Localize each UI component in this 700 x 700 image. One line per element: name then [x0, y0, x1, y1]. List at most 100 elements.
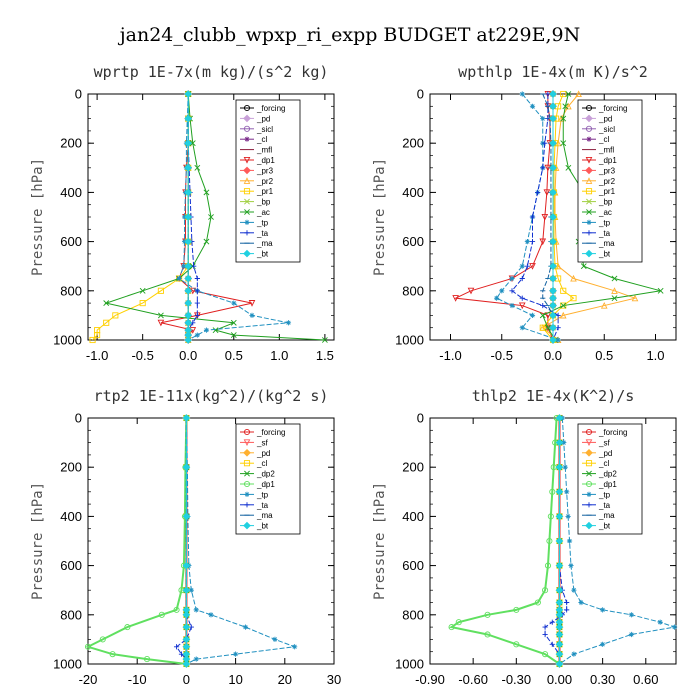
legend-label: _dp1 [256, 480, 275, 489]
x-tick-label: 0.60 [633, 672, 658, 687]
data-point [560, 140, 567, 147]
data-point [194, 164, 201, 171]
legend-marker [585, 166, 593, 175]
data-point [631, 294, 639, 302]
x-tick-label: 0.30 [590, 672, 615, 687]
legend-marker [586, 491, 592, 497]
data-point [484, 631, 491, 638]
legend-label: _forcing [256, 428, 285, 437]
data-point [182, 512, 191, 521]
data-point [203, 327, 210, 333]
legend-marker [243, 156, 251, 164]
data-point [184, 336, 193, 344]
data-point [173, 644, 180, 650]
data-point [549, 301, 557, 310]
data-point [549, 139, 557, 148]
data-point [568, 563, 574, 569]
data-point [542, 587, 549, 594]
data-point [124, 624, 131, 631]
data-point [182, 414, 191, 422]
data-point [561, 440, 567, 446]
series-dp1 [452, 90, 557, 344]
data-point [549, 311, 557, 320]
x-tick-label: 10 [228, 672, 242, 687]
series-bt [555, 414, 564, 668]
data-point [555, 660, 564, 668]
y-tick-label: 200 [402, 136, 424, 151]
data-point [555, 598, 564, 607]
y-tick-label: 1000 [395, 333, 424, 348]
legend-marker [585, 460, 593, 467]
chart-panel-1: wprtp 1E-7x(m kg)/(s^2 kg) Pressure [hPa]… [30, 63, 335, 363]
y-tick-label: 600 [402, 234, 424, 249]
data-point [184, 188, 193, 197]
data-point [184, 213, 193, 221]
data-point [539, 312, 546, 319]
data-point [611, 275, 618, 282]
x-tick-label: 0.00 [547, 672, 572, 687]
data-point [555, 487, 564, 496]
data-point [499, 288, 505, 294]
data-point [549, 102, 557, 111]
data-point [285, 320, 292, 326]
data-point [555, 650, 564, 658]
data-point [611, 295, 618, 302]
legend-label: _sf [598, 438, 610, 447]
legend-marker [585, 114, 593, 123]
y-tick-label: 0 [75, 411, 82, 426]
data-point [193, 607, 199, 613]
data-point [189, 140, 196, 147]
data-point [184, 139, 193, 148]
data-point [184, 237, 193, 246]
data-point [540, 302, 546, 309]
data-point [565, 513, 571, 519]
data-point [544, 562, 552, 569]
data-point [549, 213, 557, 221]
legend-label: _sicl [598, 125, 615, 134]
y-tick-label: 800 [402, 607, 424, 622]
data-point [184, 299, 193, 307]
data-point [539, 324, 546, 331]
data-point [139, 287, 146, 294]
data-point [242, 624, 249, 630]
data-point [549, 619, 555, 625]
data-point [467, 287, 475, 295]
data-point [549, 294, 557, 303]
legend-label: _ma [598, 511, 615, 520]
data-point [184, 114, 193, 123]
legend-label: _cl [256, 135, 267, 144]
data-point [112, 312, 119, 319]
data-point [272, 636, 278, 642]
data-point [546, 537, 553, 545]
data-point [184, 286, 193, 295]
series-line [187, 94, 198, 340]
legend-label: _pd [598, 114, 612, 123]
data-point [571, 651, 577, 657]
data-point [555, 561, 564, 570]
legend-label: _cl [598, 459, 609, 468]
legend-marker [585, 188, 593, 195]
series-line [449, 417, 561, 665]
x-tick-label: -10 [128, 672, 147, 687]
data-point [84, 643, 92, 650]
data-point [193, 656, 199, 662]
data-point [549, 237, 557, 246]
data-point [194, 275, 200, 282]
series-line [453, 94, 554, 341]
legend-marker [586, 209, 592, 215]
legend-label: _pr3 [598, 166, 616, 175]
data-point [518, 302, 526, 310]
data-point [529, 214, 536, 220]
panel-title: wprtp 1E-7x(m kg)/(s^2 kg) [94, 63, 329, 81]
data-point [540, 116, 546, 122]
legend-marker [586, 198, 592, 205]
x-tick-label: 0.5 [225, 348, 243, 363]
data-point [555, 438, 564, 447]
legend-marker [585, 156, 593, 164]
data-point [184, 318, 193, 327]
legend-label: _ma [256, 239, 273, 248]
figure-title: jan24_clubb_wpxp_ri_expp BUDGET at229E,9… [118, 24, 581, 46]
legend-marker [243, 249, 251, 258]
data-point [671, 624, 678, 630]
x-tick-label: -0.90 [415, 672, 445, 687]
